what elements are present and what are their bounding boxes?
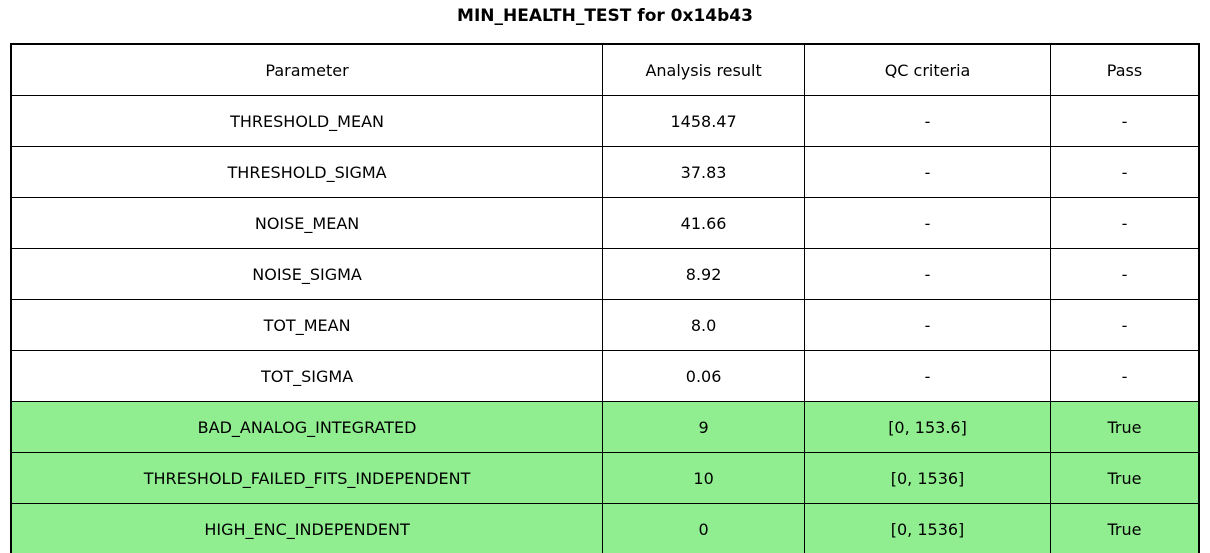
cell-qc-criteria: [0, 153.6] bbox=[804, 401, 1051, 453]
qc-results-table: Parameter Analysis result QC criteria Pa… bbox=[10, 43, 1200, 553]
cell-analysis-result: 8.0 bbox=[602, 299, 806, 351]
cell-pass: - bbox=[1049, 350, 1200, 402]
page-title: MIN_HEALTH_TEST for 0x14b43 bbox=[457, 6, 753, 26]
column-header-parameter: Parameter bbox=[10, 43, 604, 96]
cell-pass: - bbox=[1049, 95, 1200, 147]
cell-qc-criteria: - bbox=[804, 248, 1051, 300]
cell-analysis-result: 0 bbox=[602, 503, 806, 553]
column-header-analysis-result: Analysis result bbox=[602, 43, 806, 96]
cell-analysis-result: 1458.47 bbox=[602, 95, 806, 147]
cell-pass: True bbox=[1049, 452, 1200, 504]
cell-qc-criteria: - bbox=[804, 197, 1051, 249]
cell-parameter: THRESHOLD_MEAN bbox=[10, 95, 604, 147]
cell-analysis-result: 37.83 bbox=[602, 146, 806, 198]
column-header-qc-criteria: QC criteria bbox=[804, 43, 1051, 96]
cell-parameter: BAD_ANALOG_INTEGRATED bbox=[10, 401, 604, 453]
cell-pass: True bbox=[1049, 503, 1200, 553]
cell-analysis-result: 8.92 bbox=[602, 248, 806, 300]
cell-parameter: THRESHOLD_FAILED_FITS_INDEPENDENT bbox=[10, 452, 604, 504]
table-row: TOT_MEAN 8.0 - - bbox=[10, 299, 1200, 351]
cell-parameter: HIGH_ENC_INDEPENDENT bbox=[10, 503, 604, 553]
cell-qc-criteria: [0, 1536] bbox=[804, 503, 1051, 553]
cell-parameter: NOISE_SIGMA bbox=[10, 248, 604, 300]
table-row: NOISE_SIGMA 8.92 - - bbox=[10, 248, 1200, 300]
cell-qc-criteria: - bbox=[804, 350, 1051, 402]
cell-qc-criteria: - bbox=[804, 299, 1051, 351]
cell-analysis-result: 41.66 bbox=[602, 197, 806, 249]
table-row: HIGH_ENC_INDEPENDENT 0 [0, 1536] True bbox=[10, 503, 1200, 553]
cell-analysis-result: 10 bbox=[602, 452, 806, 504]
cell-parameter: TOT_SIGMA bbox=[10, 350, 604, 402]
table-row: TOT_SIGMA 0.06 - - bbox=[10, 350, 1200, 402]
cell-parameter: TOT_MEAN bbox=[10, 299, 604, 351]
cell-pass: - bbox=[1049, 299, 1200, 351]
column-header-pass: Pass bbox=[1049, 43, 1200, 96]
table-row: THRESHOLD_SIGMA 37.83 - - bbox=[10, 146, 1200, 198]
table-row: BAD_ANALOG_INTEGRATED 9 [0, 153.6] True bbox=[10, 401, 1200, 453]
table-row: NOISE_MEAN 41.66 - - bbox=[10, 197, 1200, 249]
cell-analysis-result: 0.06 bbox=[602, 350, 806, 402]
cell-parameter: NOISE_MEAN bbox=[10, 197, 604, 249]
table-row: THRESHOLD_FAILED_FITS_INDEPENDENT 10 [0,… bbox=[10, 452, 1200, 504]
cell-parameter: THRESHOLD_SIGMA bbox=[10, 146, 604, 198]
cell-pass: - bbox=[1049, 197, 1200, 249]
cell-pass: - bbox=[1049, 146, 1200, 198]
table-row: THRESHOLD_MEAN 1458.47 - - bbox=[10, 95, 1200, 147]
table-body: THRESHOLD_MEAN 1458.47 - - THRESHOLD_SIG… bbox=[10, 95, 1200, 553]
table-header-row: Parameter Analysis result QC criteria Pa… bbox=[10, 43, 1200, 96]
cell-qc-criteria: - bbox=[804, 95, 1051, 147]
cell-pass: - bbox=[1049, 248, 1200, 300]
cell-qc-criteria: - bbox=[804, 146, 1051, 198]
cell-qc-criteria: [0, 1536] bbox=[804, 452, 1051, 504]
cell-pass: True bbox=[1049, 401, 1200, 453]
cell-analysis-result: 9 bbox=[602, 401, 806, 453]
